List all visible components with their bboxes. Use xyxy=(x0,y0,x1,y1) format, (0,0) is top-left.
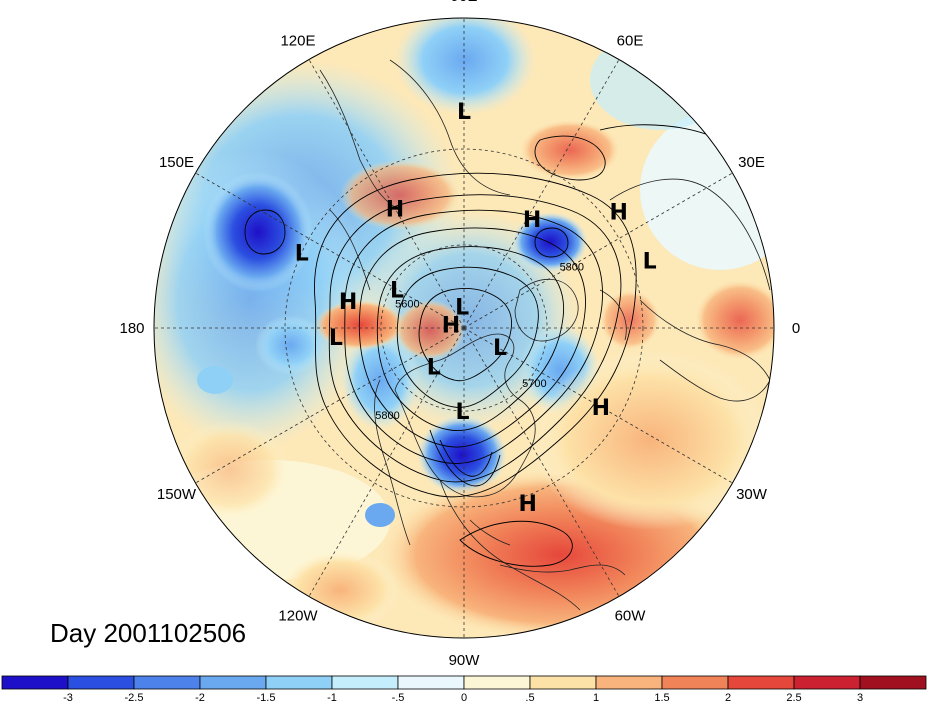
contour-value-label: 5700 xyxy=(522,378,546,390)
colorbar-tick-label: 3 xyxy=(857,692,863,702)
colorbar-swatch xyxy=(133,675,201,690)
colorbar-tick-label: 0 xyxy=(461,692,467,702)
meridian-line xyxy=(463,59,620,329)
colorbar-tick-label: -2 xyxy=(195,692,205,702)
low-pressure-marker: L xyxy=(455,295,469,320)
colorbar-swatch xyxy=(199,675,267,690)
colorbar-tick-label: -3 xyxy=(63,692,73,702)
high-pressure-marker: H xyxy=(523,208,541,233)
longitude-label: 0 xyxy=(792,320,800,337)
colorbar-tick-label: 1.5 xyxy=(654,692,669,702)
meridian-line xyxy=(463,172,733,329)
longitude-label: 90E xyxy=(451,0,478,5)
contour-labels: 5800 5600 5800 5700 xyxy=(375,262,584,422)
colorbar-swatch xyxy=(661,675,729,690)
high-pressure-marker: H xyxy=(442,313,460,338)
colorbar-tick-label: -2.5 xyxy=(125,692,144,702)
colorbar-swatch xyxy=(265,675,333,690)
contour-value-label: 5800 xyxy=(560,262,584,274)
low-pressure-marker: L xyxy=(493,336,507,361)
high-pressure-marker: H xyxy=(609,200,627,225)
longitude-label: 180 xyxy=(119,320,144,337)
colorbar-swatch xyxy=(727,675,795,690)
high-pressure-marker: H xyxy=(592,396,610,421)
colorbar-tick-label: 1 xyxy=(593,692,599,702)
parallel-circle xyxy=(380,244,548,412)
meridian-line xyxy=(195,327,465,484)
high-pressure-marker: H xyxy=(518,492,536,517)
height-contours xyxy=(244,124,761,567)
colorbar-tick-label: -1.5 xyxy=(257,692,276,702)
longitude-label: 60E xyxy=(617,32,644,49)
colorbar-tick-label: 2.5 xyxy=(786,692,801,702)
parallel-circle xyxy=(284,148,644,508)
meridian-line xyxy=(463,327,620,597)
low-pressure-marker: L xyxy=(456,400,470,425)
colorbar-swatch xyxy=(463,675,531,690)
longitude-label: 30W xyxy=(736,486,768,503)
meridian-line xyxy=(308,59,465,329)
longitude-label: 30E xyxy=(738,154,765,171)
longitude-label: 150E xyxy=(159,154,194,171)
meridian-line xyxy=(195,172,465,329)
low-pressure-marker: L xyxy=(390,278,404,303)
contour-value-label: 5800 xyxy=(375,410,399,422)
colorbar-tick-label: .5 xyxy=(525,692,534,702)
meridian-line xyxy=(308,327,465,597)
colorbar-swatch xyxy=(793,675,861,690)
colorbar: -3 -2.5 -2 -1.5 -1 -.5 0 .5 1 1.5 2 2.5 3 xyxy=(1,675,927,702)
colorbar-swatch xyxy=(331,675,399,690)
map-border xyxy=(153,17,775,639)
colorbar-swatch xyxy=(1,675,69,690)
low-pressure-marker: L xyxy=(643,249,657,274)
high-pressure-marker: H xyxy=(339,290,357,315)
colorbar-swatch xyxy=(595,675,663,690)
colorbar-swatch xyxy=(529,675,597,690)
colorbar-swatch xyxy=(397,675,465,690)
contour-value-label: 5600 xyxy=(395,298,419,310)
colorbar-swatch xyxy=(67,675,135,690)
map-title: Day 2001102506 xyxy=(50,618,247,648)
low-pressure-marker: L xyxy=(295,241,309,266)
latlon-grid xyxy=(154,18,774,638)
colorbar-tick-label: -.5 xyxy=(392,692,405,702)
low-pressure-marker: L xyxy=(457,100,471,125)
longitude-labels: 90E 60E 30E 0 30W 60W 90W 120W 150W 180 150E 120E xyxy=(119,0,800,669)
longitude-label: 150W xyxy=(157,486,197,503)
colorbar-tick-label: 2 xyxy=(725,692,731,702)
meridian-line xyxy=(463,327,733,484)
high-pressure-marker: H xyxy=(386,197,404,222)
longitude-label: 120W xyxy=(278,608,318,625)
colorbar-swatch xyxy=(859,675,927,690)
low-pressure-marker: L xyxy=(329,326,343,351)
coastlines xyxy=(319,59,771,611)
low-pressure-marker: L xyxy=(427,356,441,381)
longitude-label: 90W xyxy=(449,652,481,669)
longitude-label: 60W xyxy=(615,608,647,625)
colorbar-tick-label: -1 xyxy=(327,692,337,702)
anomaly-shading xyxy=(154,18,774,638)
longitude-label: 120E xyxy=(280,32,315,49)
